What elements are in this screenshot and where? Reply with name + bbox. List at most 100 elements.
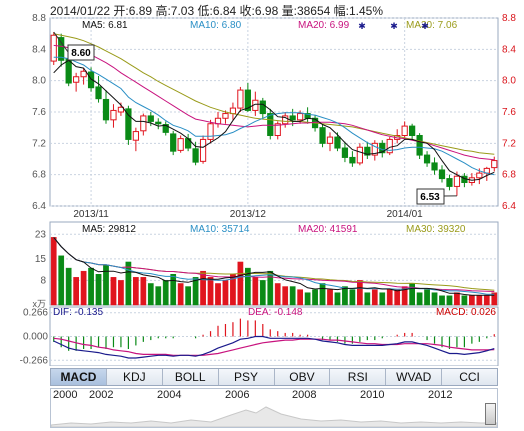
volume-unit-label: x万 <box>32 299 46 309</box>
volume-bar <box>73 277 79 306</box>
candle-body <box>244 89 251 111</box>
volume-bar <box>147 283 154 306</box>
volume-bar <box>386 289 393 306</box>
candle-body <box>147 115 154 122</box>
price-tick-right: 6.8 <box>502 170 516 181</box>
close-value: 6.98 <box>254 4 279 18</box>
price-ma30-label: MA30: 7.06 <box>406 20 458 31</box>
volume-bar <box>245 267 251 306</box>
volume-bar <box>357 280 363 306</box>
candle-body <box>446 178 453 187</box>
macd-dif-label: DIF: -0.135 <box>53 307 103 318</box>
volume-tick-left: 8 <box>40 275 46 286</box>
volume-bar <box>65 267 72 306</box>
open-value: 6.89 <box>128 4 153 18</box>
date-tick-label: 2013/11 <box>73 209 109 220</box>
price-tick-right: 8.4 <box>502 44 516 55</box>
candle-body <box>274 123 281 136</box>
candle-body <box>222 113 229 119</box>
tab-boll[interactable]: BOLL <box>163 369 219 385</box>
candle-body <box>207 123 214 140</box>
quote-date: 2014/01/22 <box>50 4 111 18</box>
volume-bar <box>177 283 184 306</box>
range-handle-left[interactable] <box>485 403 496 425</box>
volume-bar <box>88 267 94 306</box>
candle-body <box>453 175 461 187</box>
event-marker-icon: ✱ <box>421 21 429 31</box>
volume-bar <box>222 280 229 306</box>
low-value: 6.84 <box>212 4 237 18</box>
price-tick-left: 8.4 <box>32 44 46 55</box>
volume-bar <box>185 286 191 306</box>
volume-bar <box>416 292 423 306</box>
candle-body <box>289 115 296 121</box>
volume-bar <box>125 261 132 306</box>
volume-bar <box>95 274 102 306</box>
tab-macd[interactable]: MACD <box>51 369 107 385</box>
candle-body <box>162 124 169 133</box>
candle-body <box>349 156 356 164</box>
tab-kdj[interactable]: KDJ <box>107 369 163 385</box>
volume-bar <box>237 261 244 306</box>
candle-body <box>326 136 334 144</box>
volume-bar <box>282 286 289 306</box>
volume-bar <box>170 274 177 306</box>
volume-tick-left: 15 <box>35 254 47 265</box>
volume-bar <box>80 270 87 306</box>
candle-body <box>356 146 363 164</box>
candle-body <box>386 138 393 154</box>
macd-tick-left: 0.000 <box>23 332 48 343</box>
candle-body <box>401 125 408 136</box>
candle-body <box>423 154 431 164</box>
event-marker-icon: ✱ <box>390 21 398 31</box>
chart-svg: 8.8 8.8 8.4 8.4 8.0 8.0 7.6 7.6 7.2 7.2 6.8 6.8 6.4 6… <box>20 13 516 366</box>
volume-bar <box>259 280 266 306</box>
candle-body <box>102 98 110 121</box>
candle-body <box>341 147 349 158</box>
tab-psy[interactable]: PSY <box>219 369 275 385</box>
volume-bar <box>379 292 386 306</box>
price-tick-right: 8.8 <box>502 13 516 24</box>
indicator-tabs: MACD KDJ BOLL PSY OBV RSI WVAD CCI <box>50 368 498 386</box>
open-label: 开: <box>113 4 129 18</box>
volume-ma30-label: MA30: 39320 <box>406 224 466 235</box>
year-label: 2004 <box>157 389 182 401</box>
volume-bar <box>424 289 430 306</box>
time-navigator[interactable]: 2000 2002 2004 2006 2008 2010 2012 <box>50 388 498 428</box>
low-marker-label: 6.53 <box>420 192 440 203</box>
candle-body <box>50 34 57 62</box>
volume-bar <box>483 295 490 306</box>
price-tick-right: 7.2 <box>502 138 516 149</box>
volume-bar <box>267 270 274 306</box>
price-ma5-label: MA5: 6.81 <box>82 20 128 31</box>
volume-bar <box>371 289 378 306</box>
year-label: 2000 <box>53 389 78 401</box>
candle-body <box>416 135 423 156</box>
volume-ma5-line <box>53 237 495 296</box>
tab-rsi[interactable]: RSI <box>330 369 387 385</box>
macd-value-label: MACD: 0.026 <box>436 307 496 318</box>
candle-body <box>334 136 341 149</box>
volume-bar <box>110 277 117 306</box>
volume-bar <box>274 283 281 306</box>
change-value: 1.45% <box>349 4 384 18</box>
price-ma20-label: MA20: 6.99 <box>298 20 350 31</box>
candle-body <box>58 37 65 61</box>
candle-body <box>87 71 95 89</box>
volume-bar <box>342 286 348 306</box>
candle-body <box>125 108 132 140</box>
year-label: 2008 <box>292 389 317 401</box>
tab-obv[interactable]: OBV <box>275 369 331 385</box>
tab-wvad[interactable]: WVAD <box>386 369 443 385</box>
navigator-history-area <box>51 406 497 427</box>
tab-cci[interactable]: CCI <box>459 370 480 384</box>
price-tick-left: 6.4 <box>32 201 46 212</box>
macd-tick-left: -0.266 <box>20 355 49 366</box>
candle-body <box>364 146 371 156</box>
candle-body <box>117 106 125 113</box>
price-ma5-line <box>53 59 495 181</box>
date-tick-label: 2013/12 <box>230 209 267 220</box>
volume-bar <box>252 277 259 306</box>
volume-bar <box>469 295 475 306</box>
